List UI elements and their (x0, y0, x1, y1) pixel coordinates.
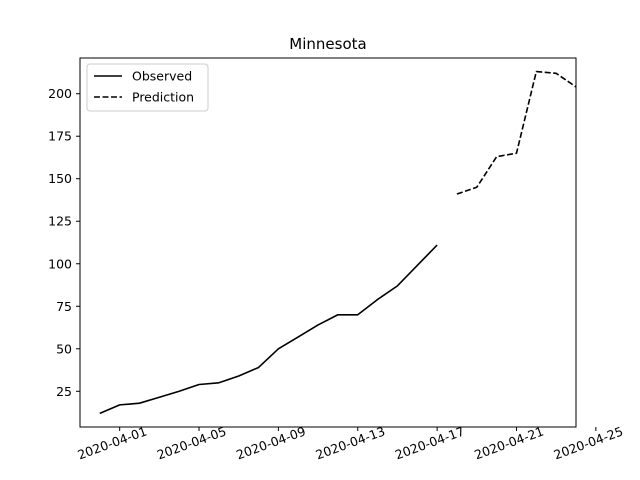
legend: Observed Prediction (86, 63, 209, 112)
series-line-prediction (456, 70, 577, 195)
y-tick-label: 150 (48, 171, 72, 186)
legend-label-observed: Observed (132, 69, 192, 84)
y-tick-label: 175 (48, 129, 72, 144)
y-tick-label: 200 (48, 86, 72, 101)
y-tick-label: 100 (48, 256, 72, 271)
y-tick-label: 25 (56, 384, 72, 399)
chart-title: Minnesota (289, 35, 366, 53)
plot-area (99, 70, 577, 415)
y-tick-label: 75 (56, 299, 72, 314)
axes-frame (79, 57, 577, 428)
series-line-observed (99, 244, 438, 415)
legend-label-prediction: Prediction (132, 90, 194, 105)
y-tick-label: 50 (56, 341, 72, 356)
y-tick-label: 125 (48, 214, 72, 229)
